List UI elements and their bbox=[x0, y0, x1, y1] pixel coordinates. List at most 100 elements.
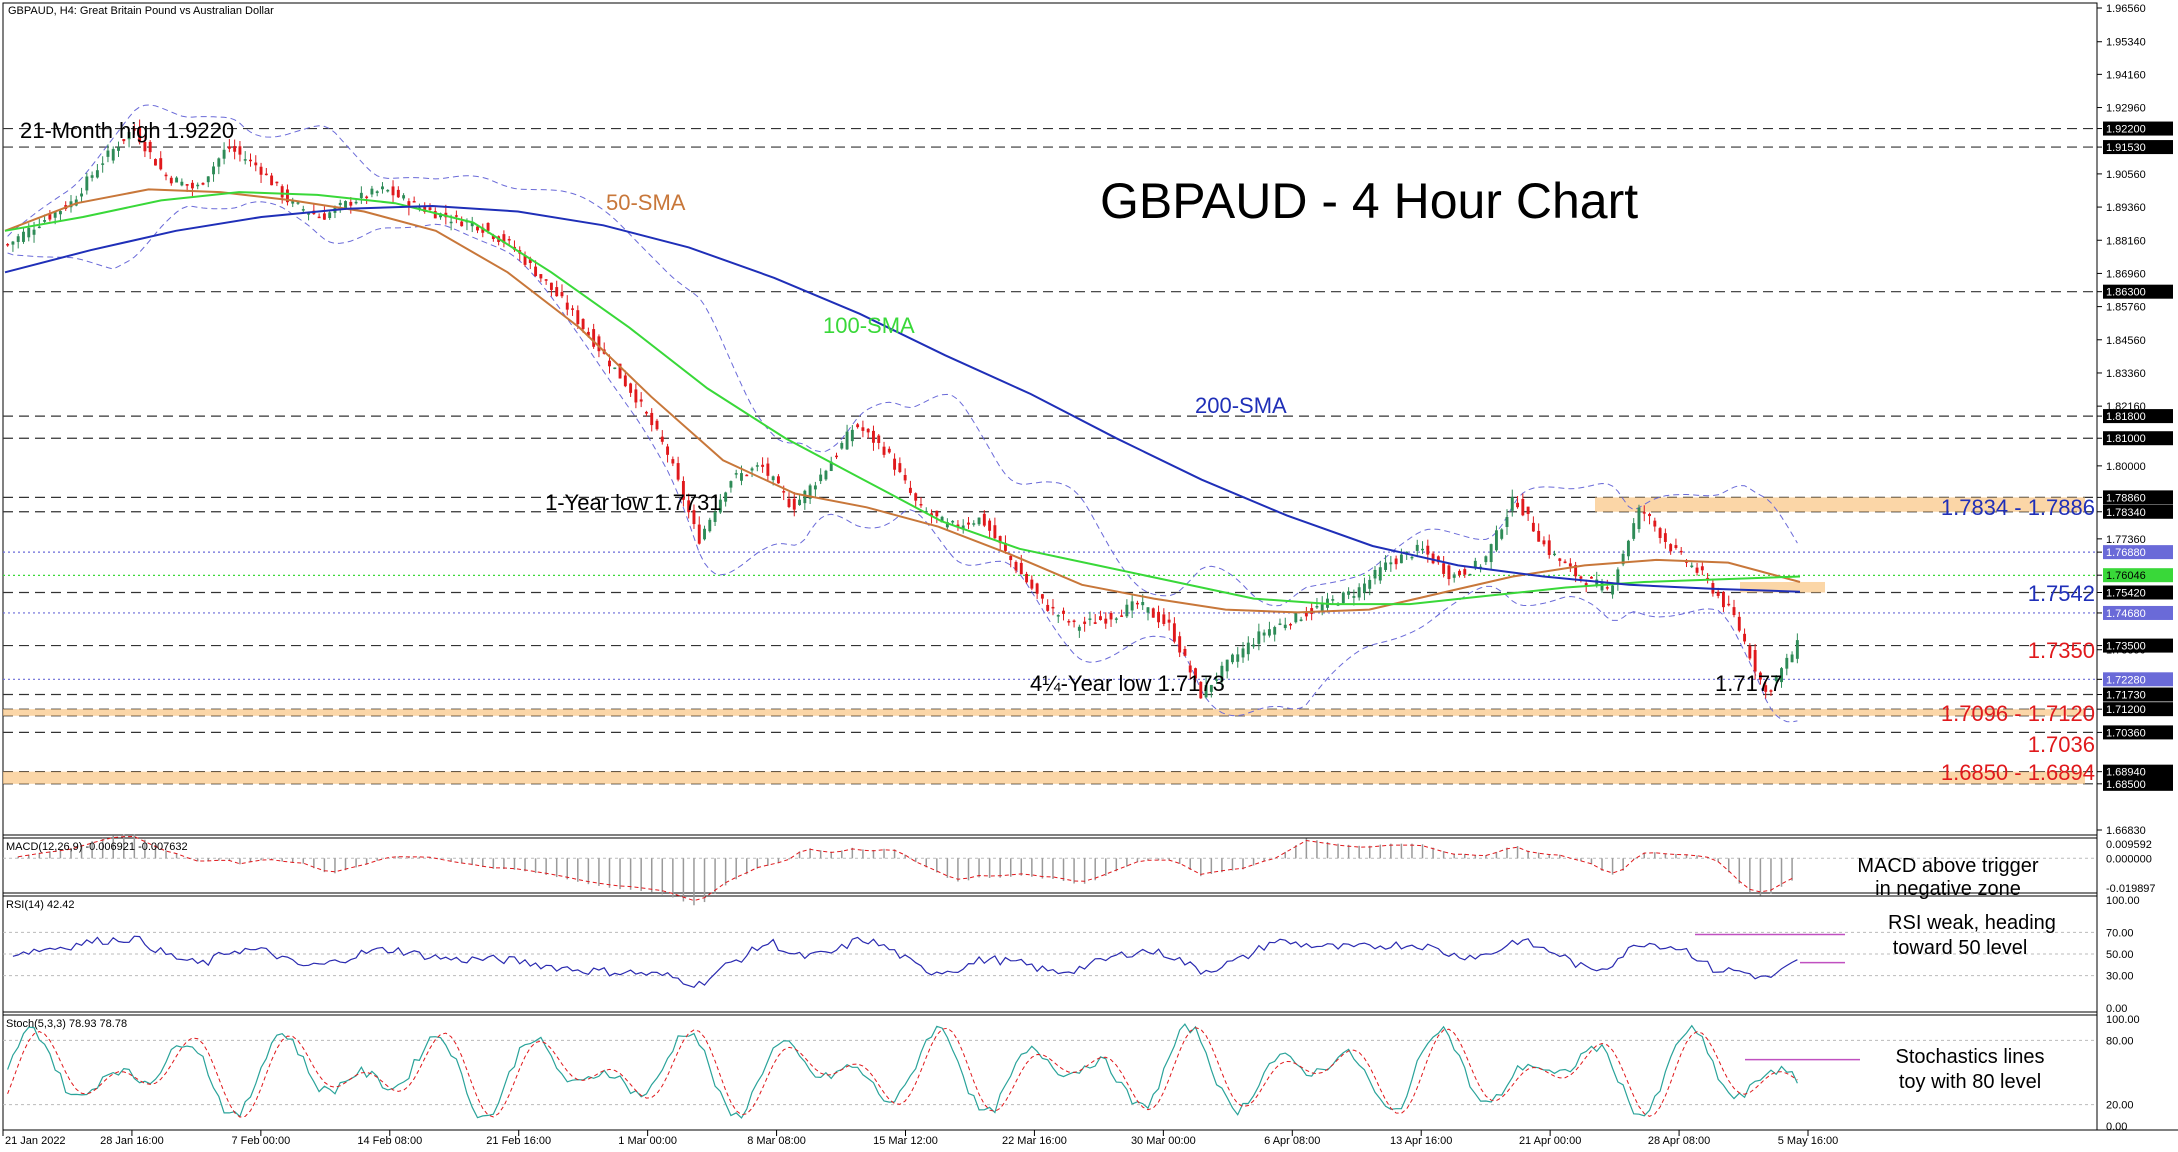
price-axis-label: 1.73500 bbox=[2106, 641, 2146, 653]
candle-body bbox=[1077, 626, 1081, 631]
candle-body bbox=[613, 367, 617, 370]
label-sma200: 200-SMA bbox=[1195, 393, 1287, 418]
candle-body bbox=[1315, 605, 1319, 608]
candle-body bbox=[433, 211, 437, 219]
candle-body bbox=[1083, 621, 1087, 624]
candle-body bbox=[1167, 619, 1171, 623]
candle-body bbox=[1700, 566, 1704, 571]
candle-body bbox=[1516, 502, 1520, 508]
candle-body bbox=[396, 189, 400, 198]
price-zone bbox=[1740, 581, 1825, 593]
candle-body bbox=[1231, 654, 1234, 663]
candle-body bbox=[771, 476, 775, 481]
candle-body bbox=[1162, 614, 1166, 624]
candle-body bbox=[428, 207, 432, 211]
candle-body bbox=[1294, 612, 1298, 623]
candle-body bbox=[1584, 583, 1588, 586]
candle-body bbox=[1473, 560, 1477, 569]
price-axis-label: 1.94160 bbox=[2106, 69, 2146, 81]
price-label-bg bbox=[2103, 725, 2173, 740]
candle-body bbox=[1600, 582, 1604, 591]
label-sma50: 50-SMA bbox=[606, 190, 686, 215]
annotation-recent-low: 1.7177 bbox=[1715, 671, 1782, 696]
candle-body bbox=[1352, 596, 1356, 598]
candle-body bbox=[988, 520, 992, 531]
stoch-axis-label: 80.00 bbox=[2106, 1035, 2134, 1047]
time-axis-label: 8 Mar 08:00 bbox=[747, 1135, 806, 1147]
candle-body bbox=[634, 389, 638, 403]
candle-body bbox=[27, 227, 31, 238]
candle-body bbox=[95, 170, 99, 178]
candle-body bbox=[1304, 611, 1308, 617]
candle-body bbox=[1452, 574, 1456, 578]
candle-body bbox=[528, 258, 532, 264]
candle-body bbox=[1389, 562, 1393, 565]
candle-body bbox=[597, 336, 601, 352]
candle-body bbox=[1695, 567, 1699, 573]
rsi-axis-label: 30.00 bbox=[2106, 971, 2134, 983]
candle-body bbox=[1357, 587, 1361, 598]
candle-body bbox=[1780, 668, 1783, 683]
candle-body bbox=[175, 177, 179, 183]
candle-body bbox=[1521, 498, 1525, 516]
candle-body bbox=[1727, 603, 1731, 606]
candle-body bbox=[972, 523, 976, 525]
candle-body bbox=[507, 239, 511, 241]
candle-body bbox=[872, 430, 875, 443]
candle-body bbox=[159, 158, 163, 170]
candle-body bbox=[893, 458, 897, 470]
macd-signal-line bbox=[18, 835, 1793, 902]
price-axis-label: 1.84560 bbox=[2106, 335, 2146, 347]
candle-body bbox=[254, 162, 258, 166]
sma200-line bbox=[4, 204, 1801, 593]
candle-body bbox=[481, 227, 485, 233]
chart-title: GBPAUD - 4 Hour Chart bbox=[1100, 173, 1638, 229]
price-axis-label: 1.95340 bbox=[2106, 37, 2146, 49]
candle-body bbox=[1568, 563, 1572, 567]
candle-body bbox=[1194, 668, 1197, 679]
candle-body bbox=[549, 282, 553, 290]
candle-body bbox=[1547, 540, 1551, 555]
moving-averages bbox=[4, 188, 1801, 614]
stoch-d-line bbox=[7, 1027, 1798, 1118]
candle-body bbox=[856, 424, 860, 428]
price-label-bg bbox=[2103, 504, 2173, 519]
candle-body bbox=[143, 141, 147, 152]
time-axis-label: 30 Mar 00:00 bbox=[1131, 1135, 1196, 1147]
candle-body bbox=[1104, 618, 1108, 624]
candle-body bbox=[212, 166, 215, 175]
macd-note-2: in negative zone bbox=[1875, 878, 2021, 900]
candle-body bbox=[703, 528, 706, 540]
candle-body bbox=[808, 485, 812, 499]
candle-body bbox=[1183, 648, 1187, 656]
candle-body bbox=[967, 522, 970, 525]
candle-body bbox=[85, 176, 89, 191]
candle-body bbox=[1289, 623, 1292, 626]
candle-body bbox=[1642, 512, 1646, 514]
candle-body bbox=[1267, 629, 1271, 636]
candle-body bbox=[565, 302, 569, 310]
candle-body bbox=[681, 481, 685, 500]
candle-body bbox=[1220, 665, 1224, 682]
candle-body bbox=[1795, 640, 1799, 659]
candle-body bbox=[581, 318, 585, 330]
candle-body bbox=[148, 141, 152, 153]
candle-body bbox=[16, 236, 20, 242]
candle-body bbox=[1732, 607, 1736, 616]
candle-body bbox=[919, 504, 923, 506]
candle-body bbox=[803, 490, 807, 504]
rsi-note-1: RSI weak, heading bbox=[1888, 912, 2056, 934]
annotation-4y-low: 4¼-Year low 1.7173 bbox=[1030, 671, 1225, 696]
candle-body bbox=[259, 166, 263, 175]
candle-body bbox=[1384, 562, 1388, 570]
candle-body bbox=[1014, 561, 1018, 571]
rsi-header: RSI(14) 42.42 bbox=[6, 899, 74, 911]
candle-body bbox=[1246, 642, 1250, 655]
candle-body bbox=[1114, 618, 1118, 620]
candle-body bbox=[1605, 587, 1609, 589]
macd-axis-label: 0.000000 bbox=[2106, 853, 2152, 865]
candle-body bbox=[539, 274, 543, 279]
price-label-bg bbox=[2103, 672, 2173, 687]
